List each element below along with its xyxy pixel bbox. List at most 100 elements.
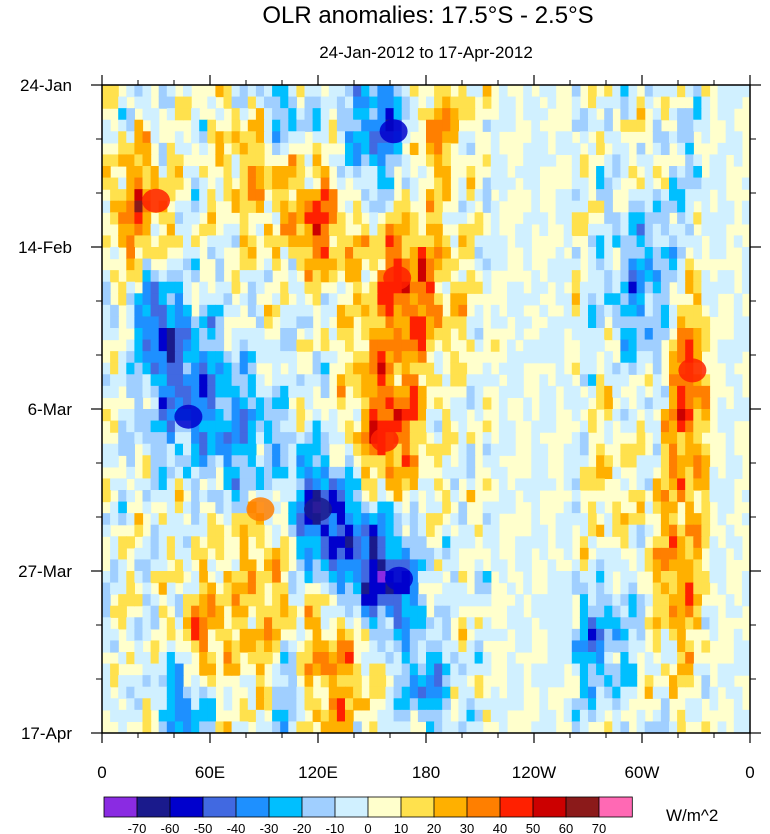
heatmap-cell [191, 605, 200, 618]
heatmap-cell [498, 443, 508, 456]
heatmap-cell [490, 374, 500, 387]
heatmap-cell [515, 605, 524, 618]
heatmap-cell [604, 652, 613, 665]
heatmap-cell [158, 443, 168, 456]
heatmap-cell [272, 247, 281, 260]
heatmap-cell [118, 108, 127, 121]
heatmap-cell [539, 721, 549, 733]
heatmap-cell [199, 709, 208, 723]
heatmap-cell [166, 524, 176, 537]
colorbar-label: 0 [364, 821, 371, 834]
heatmap-cell [434, 223, 443, 237]
heatmap-cell [231, 304, 241, 318]
heatmap-cell [345, 675, 354, 688]
heatmap-cell [174, 652, 184, 665]
heatmap-cell [669, 397, 678, 410]
heatmap-cell [693, 177, 702, 190]
heatmap-cell [612, 374, 621, 387]
heatmap-cell [434, 247, 443, 260]
heatmap-cell [604, 675, 613, 688]
heatmap-cell [685, 166, 694, 179]
heatmap-cell [652, 351, 662, 364]
heatmap-cell [223, 490, 233, 503]
heatmap-cell [660, 108, 670, 121]
heatmap-cell [118, 235, 127, 248]
heatmap-cell [377, 96, 387, 109]
heatmap-cell [296, 119, 306, 132]
heatmap-cell [709, 536, 719, 549]
heatmap-cell [328, 478, 338, 491]
heatmap-cell [142, 455, 152, 468]
heatmap-cell [442, 119, 451, 132]
heatmap-cell [191, 362, 200, 375]
heatmap-cell [604, 409, 613, 422]
heatmap-cell [539, 420, 549, 433]
heatmap-cell [588, 628, 597, 642]
heatmap-cell [345, 85, 354, 98]
heatmap-cell [693, 478, 702, 491]
heatmap-cell [183, 270, 192, 283]
heatmap-cell [628, 582, 638, 595]
heatmap-cell [547, 721, 557, 733]
heatmap-cell [336, 663, 346, 676]
heatmap-cell [588, 675, 597, 688]
heatmap-cell [539, 455, 549, 468]
heatmap-cell [604, 85, 613, 98]
heatmap-cell [741, 339, 750, 352]
heatmap-cell [304, 212, 314, 225]
heatmap-cell [401, 351, 411, 364]
heatmap-cell [644, 212, 654, 225]
heatmap-cell [288, 223, 297, 237]
heatmap-cell [328, 536, 338, 549]
heatmap-cell [644, 85, 654, 98]
heatmap-cell [620, 374, 630, 387]
heatmap-cell [669, 420, 678, 433]
heatmap-cell [417, 247, 427, 260]
heatmap-cell [571, 177, 581, 190]
heatmap-cell [685, 559, 694, 572]
heatmap-cell [174, 293, 184, 306]
heatmap-cell [393, 478, 403, 491]
heatmap-cell [312, 617, 322, 630]
heatmap-cell [369, 513, 378, 526]
heatmap-cell [377, 652, 387, 665]
heatmap-cell [426, 513, 435, 526]
heatmap-cell [434, 628, 443, 642]
heatmap-cell [264, 652, 273, 665]
heatmap-cell [134, 640, 144, 653]
heatmap-cell [296, 258, 306, 271]
x-tick-label: 120E [298, 763, 338, 782]
heatmap-cell [393, 513, 403, 526]
heatmap-cell [409, 293, 419, 306]
heatmap-cell [409, 547, 419, 561]
heatmap-cell [426, 443, 435, 456]
heatmap-cell [628, 663, 638, 676]
heatmap-cell [385, 235, 395, 248]
heatmap-cell [385, 154, 395, 167]
heatmap-cell [571, 166, 581, 179]
heatmap-cell [215, 628, 225, 642]
heatmap-cell [336, 571, 346, 584]
heatmap-cell [134, 374, 144, 387]
heatmap-cell [199, 177, 208, 190]
heatmap-cell [231, 281, 241, 294]
heatmap-cell [191, 339, 200, 352]
heatmap-cell [458, 409, 468, 422]
heatmap-cell [369, 119, 378, 132]
heatmap-cell [393, 258, 403, 271]
heatmap-cell [158, 686, 168, 699]
heatmap-cell [385, 223, 395, 237]
heatmap-cell [644, 189, 654, 202]
heatmap-cell [474, 304, 484, 318]
heatmap-cell [166, 594, 176, 607]
heatmap-cell [231, 513, 241, 526]
heatmap-cell [596, 524, 605, 537]
heatmap-cell [596, 594, 605, 607]
heatmap-cell [571, 119, 581, 132]
heatmap-cell [434, 374, 443, 387]
heatmap-cell [377, 466, 387, 480]
heatmap-cell [361, 617, 370, 630]
heatmap-cell [174, 617, 184, 630]
heatmap-cell [296, 513, 306, 526]
heatmap-cell [199, 339, 208, 352]
